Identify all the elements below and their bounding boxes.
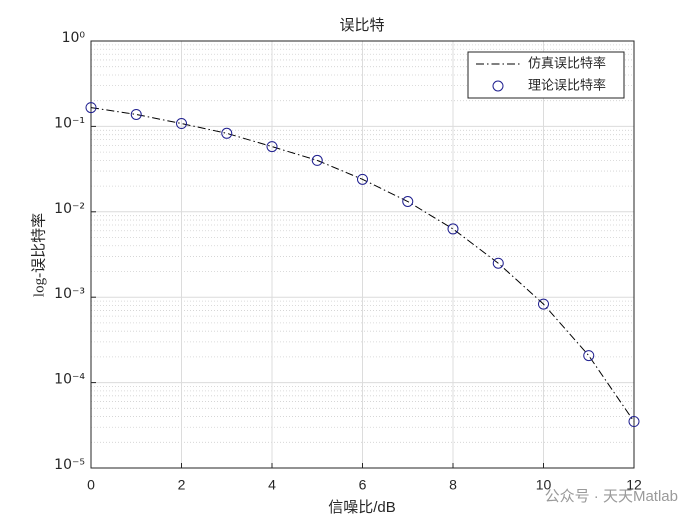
legend-label: 仿真误比特率 xyxy=(528,55,606,70)
x-tick-label: 2 xyxy=(178,477,186,493)
data-point xyxy=(538,298,549,310)
data-point xyxy=(628,416,640,428)
plot-frame xyxy=(90,40,635,469)
data-point xyxy=(221,127,233,139)
series-line xyxy=(90,107,635,422)
legend-box xyxy=(467,51,625,99)
y-tick-label: 10⁻² xyxy=(54,201,85,217)
chart-title: 误比特 xyxy=(339,17,384,34)
data-point xyxy=(583,350,595,362)
data-point xyxy=(266,141,278,153)
x-tick-label: 10 xyxy=(536,477,552,493)
y-tick-label: 10⁰ xyxy=(62,30,86,46)
data-point xyxy=(447,223,459,235)
y-tick-label: 10⁻³ xyxy=(54,286,85,302)
data-point xyxy=(357,173,368,185)
x-tick-label: 12 xyxy=(626,477,642,493)
y-tick-label: 10⁻⁵ xyxy=(54,457,85,473)
legend-label: 理论误比特率 xyxy=(528,77,606,92)
data-point xyxy=(85,102,97,114)
x-axis-label: 信噪比/dB xyxy=(328,499,396,516)
data-point xyxy=(402,196,414,208)
y-tick-label: 10⁻¹ xyxy=(54,115,85,131)
data-point xyxy=(130,108,142,120)
x-tick-label: 8 xyxy=(449,477,457,493)
y-axis-label: log-误比特率 xyxy=(30,213,47,297)
data-point xyxy=(492,257,504,269)
data-point xyxy=(176,118,187,130)
data-point xyxy=(311,154,323,166)
x-tick-label: 4 xyxy=(268,477,276,493)
legend-swatch xyxy=(492,80,504,92)
x-tick-label: 6 xyxy=(359,477,367,493)
x-tick-label: 0 xyxy=(87,477,95,493)
y-tick-label: 10⁻⁴ xyxy=(54,372,85,388)
watermark: 公众号 · 天天Matlab xyxy=(545,488,678,505)
